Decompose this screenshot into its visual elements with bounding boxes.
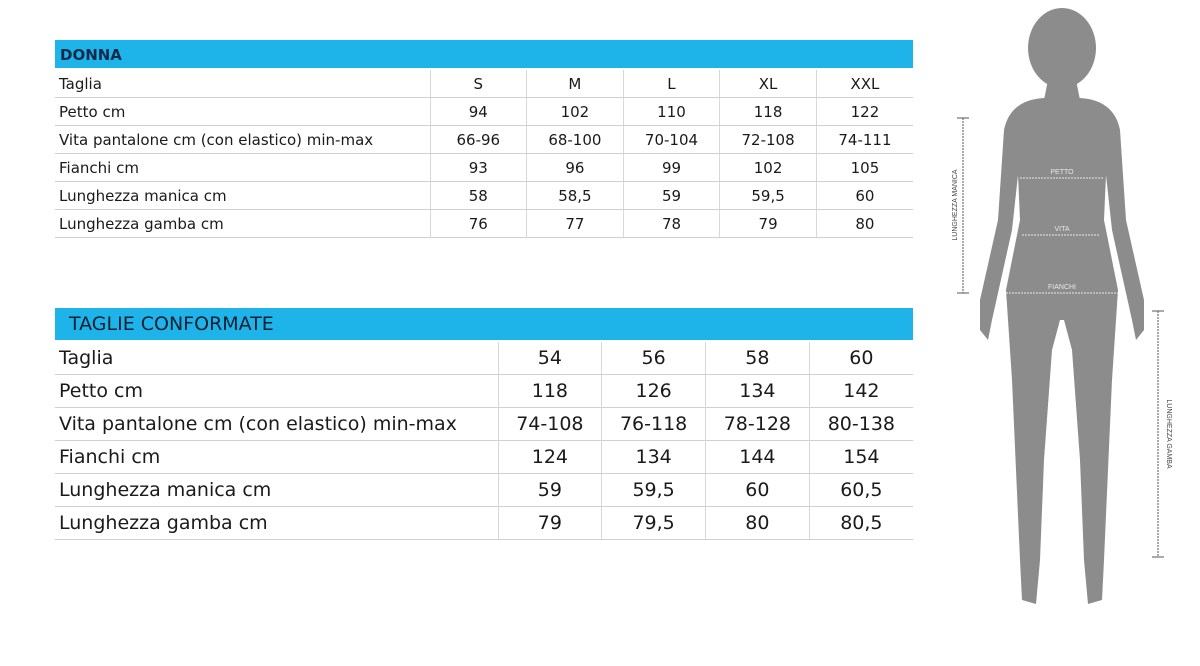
gamba-label: LUNGHEZZA GAMBA	[1165, 399, 1172, 469]
donna-header-bar: DONNA	[55, 40, 913, 68]
cell-value: L	[622, 70, 720, 98]
cell-value: 102	[526, 97, 624, 126]
cell-value: 142	[808, 374, 913, 408]
cell-value: 96	[526, 153, 624, 182]
cell-value: 59	[622, 181, 720, 210]
cell-value: 60,5	[808, 473, 913, 507]
cell-value: 110	[622, 97, 720, 126]
cell-value: 102	[719, 153, 817, 182]
cell-value: 154	[808, 440, 913, 474]
table-row: Lunghezza manica cm 59 59,5 60 60,5	[55, 473, 913, 507]
cell-value: 70-104	[622, 125, 720, 154]
cell-value: 80	[815, 209, 913, 238]
cell-value: 58	[429, 181, 527, 210]
cell-value: 79	[497, 506, 602, 540]
cell-value: 79	[719, 209, 817, 238]
cell-value: XL	[719, 70, 817, 98]
table-row: Lunghezza gamba cm 79 79,5 80 80,5	[55, 506, 913, 540]
cell-value: 60	[808, 342, 913, 375]
cell-value: XXL	[815, 70, 913, 98]
row-label: Lunghezza gamba cm	[55, 506, 498, 540]
female-silhouette	[980, 8, 1144, 604]
row-label: Fianchi cm	[55, 153, 430, 182]
cell-value: 80-138	[808, 407, 913, 441]
cell-value: 56	[601, 342, 706, 375]
conformate-title: TAGLIE CONFORMATE	[69, 313, 274, 335]
table-row: Vita pantalone cm (con elastico) min-max…	[55, 407, 913, 441]
row-label: Vita pantalone cm (con elastico) min-max	[55, 407, 498, 441]
cell-value: 78-128	[705, 407, 810, 441]
table-row: Vita pantalone cm (con elastico) min-max…	[55, 125, 913, 154]
table-row: Taglia 54 56 58 60	[55, 342, 913, 375]
cell-value: 80	[705, 506, 810, 540]
row-label: Lunghezza manica cm	[55, 473, 498, 507]
row-label: Taglia	[55, 70, 430, 98]
cell-value: 68-100	[526, 125, 624, 154]
donna-title: DONNA	[60, 46, 122, 64]
table-row: Lunghezza manica cm 58 58,5 59 59,5 60	[55, 181, 913, 210]
row-label: Lunghezza manica cm	[55, 181, 430, 210]
row-label: Petto cm	[55, 97, 430, 126]
cell-value: 54	[497, 342, 602, 375]
cell-value: 74-108	[497, 407, 602, 441]
cell-value: 94	[429, 97, 527, 126]
cell-value: 105	[815, 153, 913, 182]
cell-value: 78	[622, 209, 720, 238]
table-row: Petto cm 118 126 134 142	[55, 374, 913, 408]
cell-value: 134	[705, 374, 810, 408]
cell-value: 118	[497, 374, 602, 408]
cell-value: 122	[815, 97, 913, 126]
cell-value: 59	[497, 473, 602, 507]
table-row: Taglia S M L XL XXL	[55, 70, 913, 98]
cell-value: 74-111	[815, 125, 913, 154]
fianchi-label: FIANCHI	[1048, 284, 1076, 291]
row-label: Petto cm	[55, 374, 498, 408]
cell-value: 60	[815, 181, 913, 210]
cell-value: 144	[705, 440, 810, 474]
cell-value: S	[429, 70, 527, 98]
conformate-header-bar: TAGLIE CONFORMATE	[55, 308, 913, 340]
petto-label: PETTO	[1050, 169, 1074, 176]
table-row: Fianchi cm 93 96 99 102 105	[55, 153, 913, 182]
row-label: Taglia	[55, 342, 498, 375]
manica-label: LUNGHEZZA MANICA	[952, 169, 959, 241]
table-row: Fianchi cm 124 134 144 154	[55, 440, 913, 474]
cell-value: 76-118	[601, 407, 706, 441]
body-measurement-figure: PETTO VITA FIANCHI LUNGHEZZA MANICA LUNG…	[952, 8, 1172, 604]
table-row: Petto cm 94 102 110 118 122	[55, 97, 913, 126]
cell-value: 60	[705, 473, 810, 507]
donna-size-table: Taglia S M L XL XXL Petto cm 94 102 110 118 122 Vita…	[55, 70, 913, 238]
cell-value: M	[526, 70, 624, 98]
cell-value: 77	[526, 209, 624, 238]
conformate-size-table: Taglia 54 56 58 60 Petto cm 118 126 134 142 Vita p…	[55, 342, 913, 540]
cell-value: 93	[429, 153, 527, 182]
cell-value: 59,5	[601, 473, 706, 507]
cell-value: 80,5	[808, 506, 913, 540]
cell-value: 58	[705, 342, 810, 375]
cell-value: 99	[622, 153, 720, 182]
cell-value: 118	[719, 97, 817, 126]
cell-value: 59,5	[719, 181, 817, 210]
cell-value: 66-96	[429, 125, 527, 154]
row-label: Lunghezza gamba cm	[55, 209, 430, 238]
row-label: Fianchi cm	[55, 440, 498, 474]
vita-label: VITA	[1054, 226, 1069, 233]
cell-value: 58,5	[526, 181, 624, 210]
cell-value: 72-108	[719, 125, 817, 154]
cell-value: 124	[497, 440, 602, 474]
cell-value: 79,5	[601, 506, 706, 540]
table-row: Lunghezza gamba cm 76 77 78 79 80	[55, 209, 913, 238]
cell-value: 76	[429, 209, 527, 238]
cell-value: 126	[601, 374, 706, 408]
row-label: Vita pantalone cm (con elastico) min-max	[55, 125, 430, 154]
cell-value: 134	[601, 440, 706, 474]
